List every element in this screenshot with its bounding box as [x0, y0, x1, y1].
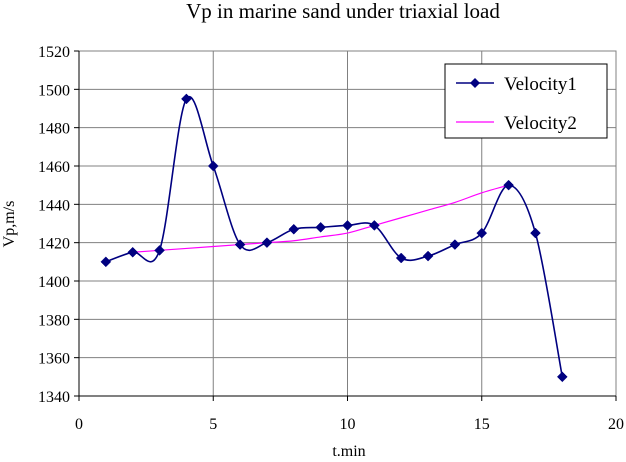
data-point-velocity1	[422, 250, 434, 262]
data-point-velocity1	[154, 244, 165, 256]
x-tick-label: 15	[474, 416, 490, 433]
y-tick-label: 1380	[38, 312, 70, 329]
x-tick-label: 10	[340, 416, 356, 433]
data-point-velocity1	[288, 223, 300, 235]
y-tick-label: 1440	[38, 197, 70, 214]
y-tick-label: 1500	[38, 82, 70, 99]
data-point-velocity1	[556, 371, 568, 383]
data-point-velocity1	[476, 227, 488, 239]
data-point-velocity1	[207, 160, 219, 172]
y-tick-label: 1340	[38, 389, 70, 406]
data-point-velocity1	[181, 93, 192, 105]
data-point-velocity1	[315, 221, 327, 233]
legend-label-velocity1: Velocity1	[504, 74, 577, 95]
data-point-velocity1	[261, 237, 273, 249]
tick-labels: 1340136013801400142014401460148015001520…	[38, 44, 624, 433]
data-point-velocity1	[100, 256, 112, 268]
y-tick-label: 1460	[38, 159, 70, 176]
data-point-velocity1	[503, 179, 514, 191]
data-point-velocity1	[342, 220, 353, 231]
series-line-velocity1	[105, 95, 564, 377]
x-tick-label: 20	[608, 416, 624, 433]
series	[100, 93, 568, 383]
y-tick-label: 1360	[38, 351, 70, 368]
legend: Velocity1 Velocity2	[444, 63, 608, 139]
x-tick-label: 0	[75, 416, 83, 433]
series-line-velocity2	[132, 184, 509, 253]
legend-label-velocity2: Velocity2	[504, 113, 577, 134]
data-point-velocity1	[368, 220, 380, 231]
y-axis-label: Vp,m/s	[1, 201, 18, 248]
data-point-velocity1	[530, 227, 541, 239]
data-point-velocity1	[449, 239, 461, 250]
data-point-velocity1	[234, 239, 246, 250]
x-tick-label: 5	[209, 416, 217, 433]
legend-box	[444, 63, 608, 139]
y-tick-label: 1420	[38, 236, 70, 253]
x-axis-label: t.min	[332, 443, 365, 460]
chart-title: Vp in marine sand under triaxial load	[186, 0, 500, 23]
data-point-velocity1	[395, 252, 407, 264]
y-tick-label: 1400	[38, 274, 70, 291]
legend-marker-velocity1	[470, 78, 480, 88]
y-tick-label: 1480	[38, 121, 70, 138]
data-point-velocity1	[127, 246, 139, 258]
y-tick-label: 1520	[38, 44, 70, 61]
